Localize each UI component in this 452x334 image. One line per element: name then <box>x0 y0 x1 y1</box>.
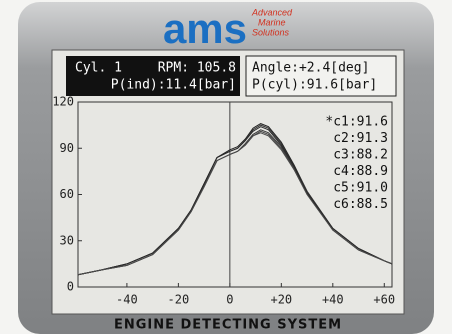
readout: Cyl. 1 <box>75 61 122 76</box>
readout: RPM: 105.8 <box>158 61 236 76</box>
legend-entry: c3:88.2 <box>333 148 388 163</box>
legend-entry: c5:91.0 <box>333 181 388 196</box>
footer: ENGINE DETECTING SYSTEM <box>114 318 342 333</box>
x-tick-label: +60 <box>373 293 395 307</box>
legend-entry: c4:88.9 <box>333 164 388 179</box>
legend-entry: c2:91.3 <box>333 131 388 146</box>
y-tick-label: 120 <box>52 95 74 109</box>
logo-tagline: Marine <box>258 17 286 27</box>
readout: P(cyl):91.6[bar] <box>252 78 377 93</box>
legend-entry: *c1:91.6 <box>325 115 388 130</box>
device: ams Advanced Marine Solutions Cyl. 1 RPM… <box>0 0 452 334</box>
legend-entry: c6:88.5 <box>333 197 388 212</box>
y-tick-label: 60 <box>60 187 74 201</box>
x-tick-label: +40 <box>322 293 344 307</box>
y-tick-label: 90 <box>60 141 74 155</box>
readout: Angle:+2.4[deg] <box>252 61 369 76</box>
readout: P(ind):11.4[bar] <box>111 78 236 93</box>
y-tick-label: 0 <box>67 280 74 294</box>
logo-tagline: Solutions <box>252 27 290 37</box>
logo-brand: ams <box>163 5 247 52</box>
logo-tagline: Advanced <box>251 7 293 17</box>
x-tick-label: +20 <box>270 293 292 307</box>
y-tick-label: 30 <box>60 233 74 247</box>
x-tick-label: -20 <box>168 293 190 307</box>
x-tick-label: -40 <box>116 293 138 307</box>
x-tick-label: 0 <box>226 293 233 307</box>
